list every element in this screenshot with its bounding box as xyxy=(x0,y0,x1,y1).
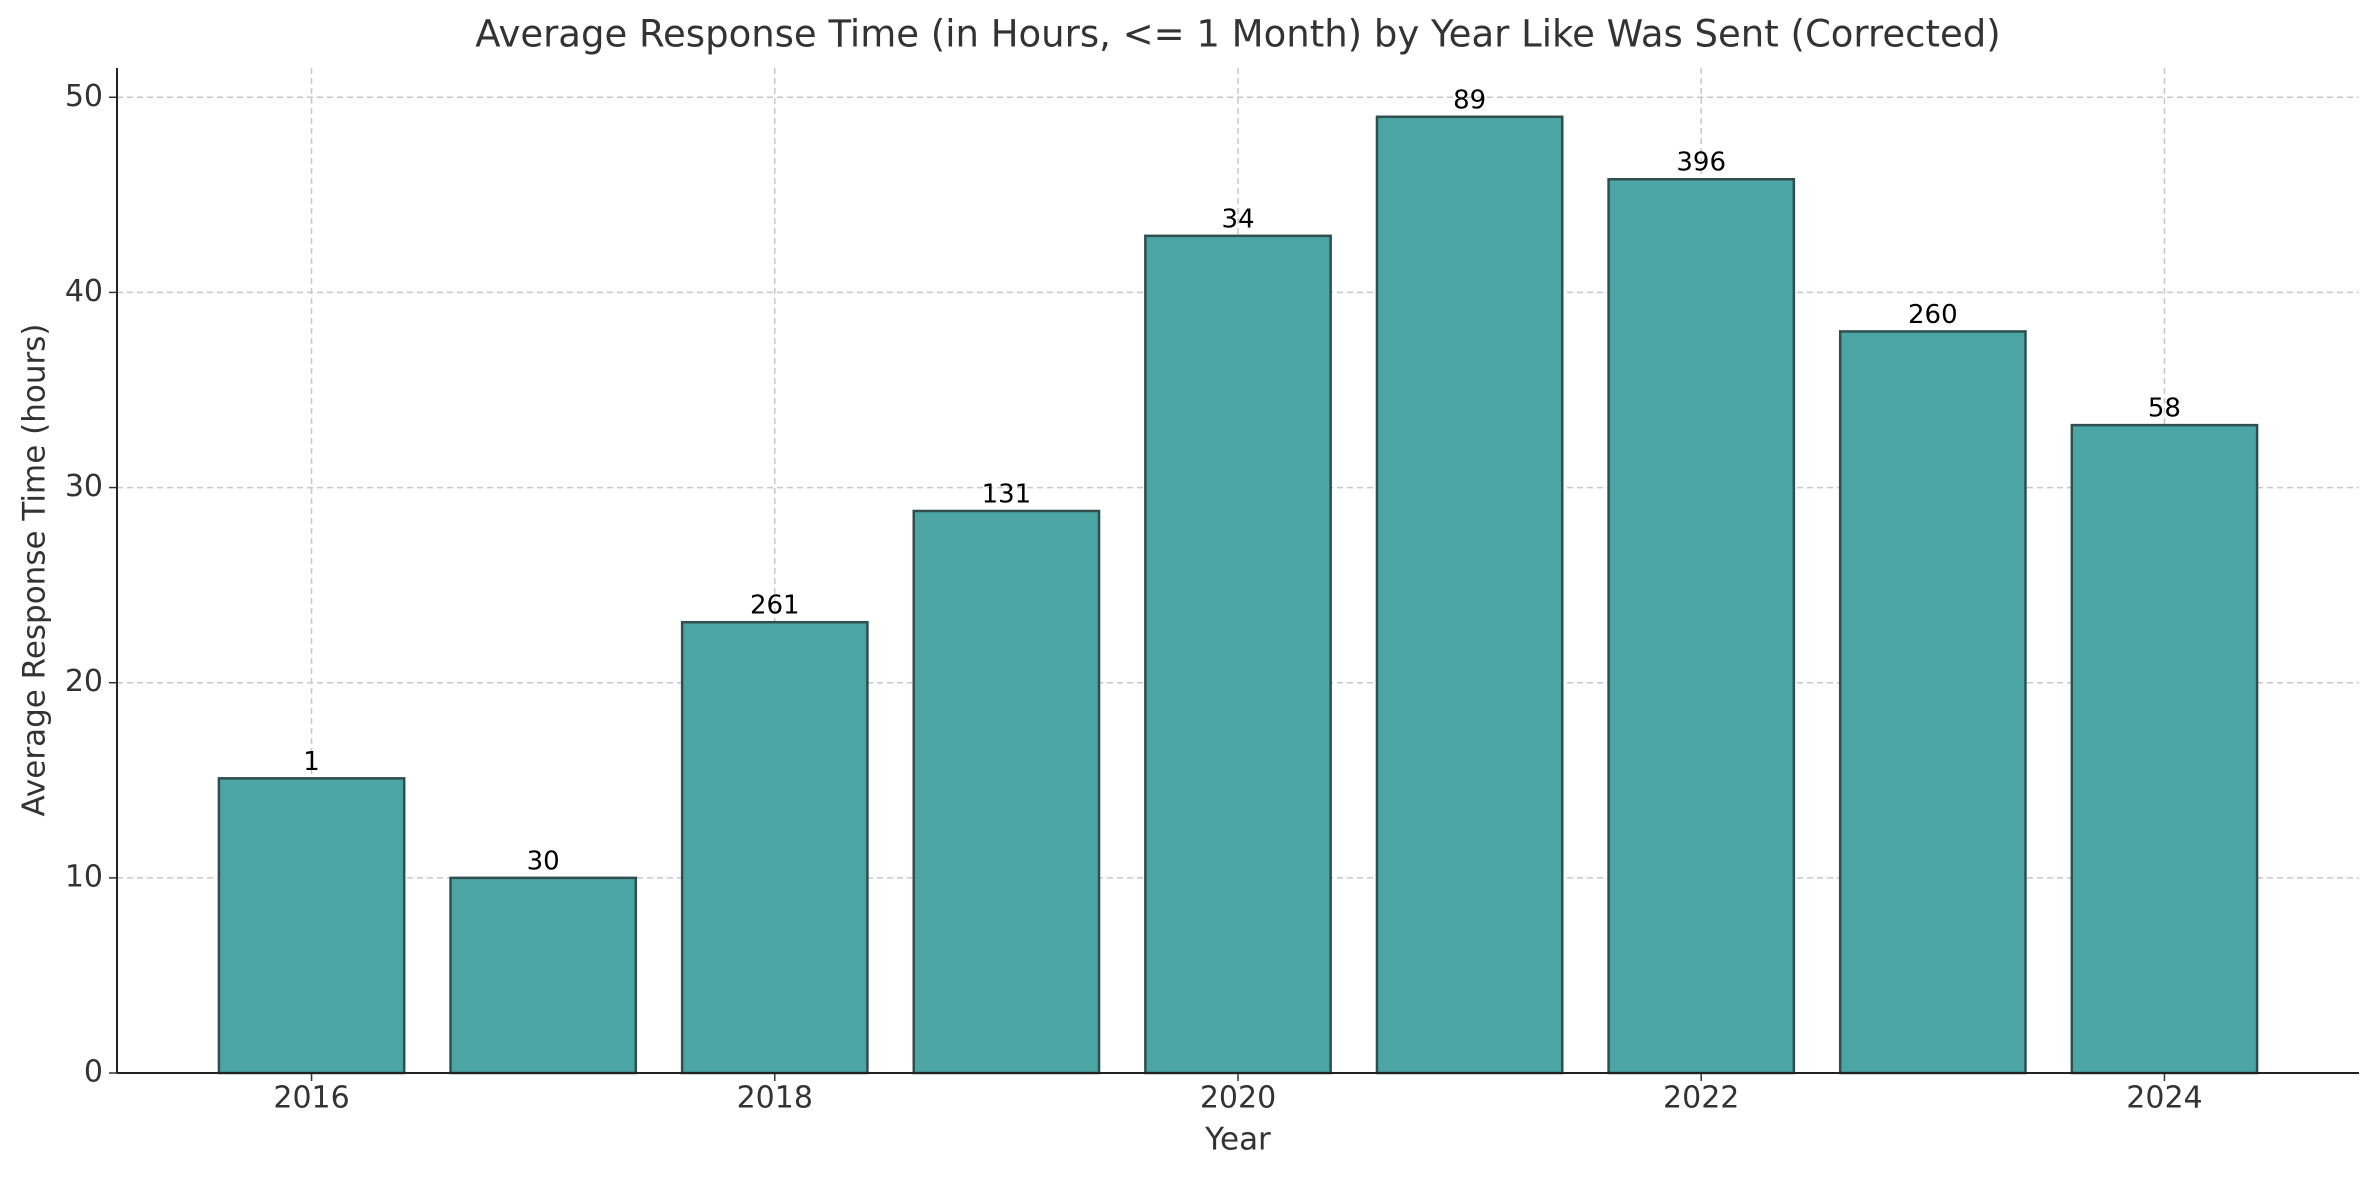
bar-label: 131 xyxy=(982,479,1032,509)
x-tick-label: 2024 xyxy=(2126,1081,2202,1116)
y-tick-label: 30 xyxy=(65,469,103,504)
bar-label: 30 xyxy=(527,846,560,876)
chart-title: Average Response Time (in Hours, <= 1 Mo… xyxy=(475,13,2000,56)
bar xyxy=(912,509,1101,1075)
bar-label: 1 xyxy=(303,747,320,777)
y-tick-label: 50 xyxy=(65,79,103,114)
bar-label: 261 xyxy=(750,591,800,621)
bar xyxy=(680,620,869,1075)
bar-label: 89 xyxy=(1453,85,1486,115)
bar xyxy=(1375,115,1564,1075)
x-tick-label: 2022 xyxy=(1663,1081,1739,1116)
x-tick-label: 2016 xyxy=(273,1081,349,1116)
bar-label: 396 xyxy=(1676,148,1726,178)
bar-label: 58 xyxy=(2148,394,2181,424)
x-axis-label: Year xyxy=(1204,1122,1271,1158)
bar-label: 34 xyxy=(1221,204,1254,234)
y-tick-label: 10 xyxy=(65,859,103,894)
bar-label: 260 xyxy=(1908,300,1958,330)
bar xyxy=(217,777,406,1075)
x-tick-label: 2020 xyxy=(1200,1081,1276,1116)
bar xyxy=(2070,423,2259,1075)
x-tick-label: 2018 xyxy=(737,1081,813,1116)
bar xyxy=(449,876,638,1075)
y-tick-label: 40 xyxy=(65,274,103,309)
y-tick-label: 20 xyxy=(65,664,103,699)
bar xyxy=(1607,177,1796,1075)
bar xyxy=(1838,330,2027,1075)
bar xyxy=(1144,234,1332,1075)
y-tick-label: 0 xyxy=(84,1055,103,1090)
y-axis-label: Average Response Time (hours) xyxy=(17,324,53,817)
